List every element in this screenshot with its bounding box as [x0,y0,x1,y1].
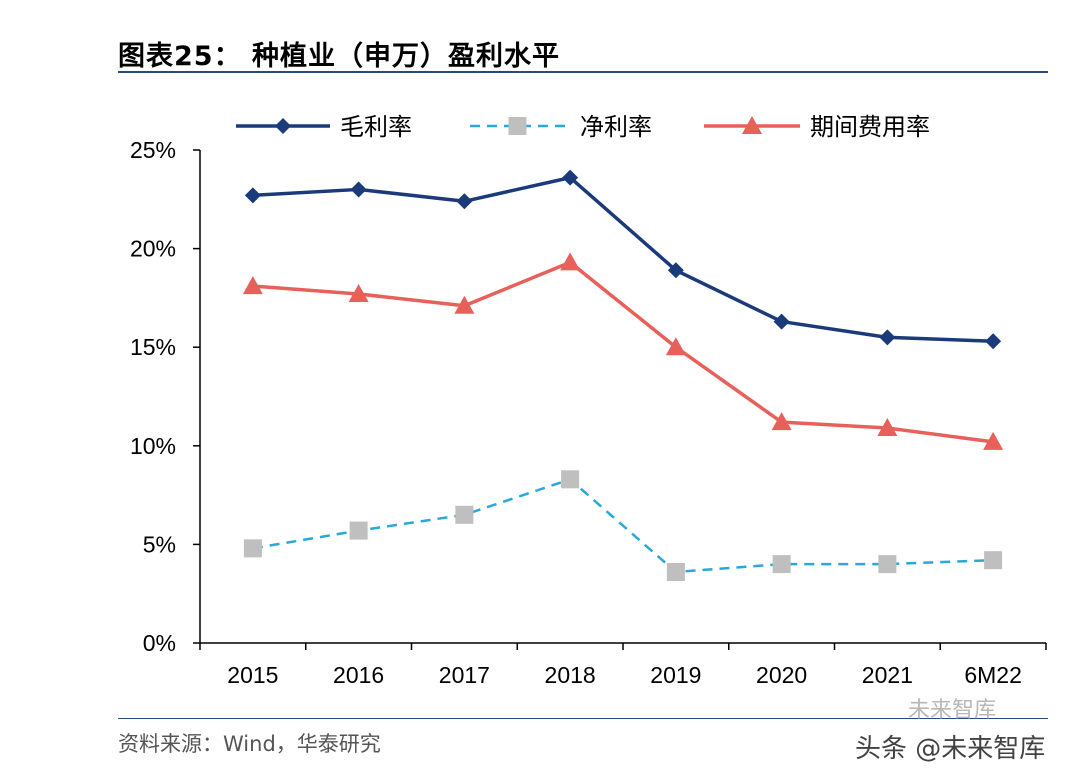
data-point-3 [242,276,263,295]
y-tick-label: 5% [143,531,176,557]
y-tick-label: 0% [143,630,176,656]
data-point-3 [983,431,1004,450]
chart-legend: 毛利率 净利率 期间费用率 [236,113,930,141]
series-line-3 [252,260,994,444]
legend-marker-2 [508,117,527,135]
x-tick-label: 2020 [756,662,807,688]
data-point-3 [771,412,792,431]
source-divider [118,718,1048,719]
data-point-1 [773,313,790,330]
data-point-2 [772,555,791,574]
data-point-2 [243,539,262,558]
data-point-1 [985,333,1002,350]
source-note: 资料来源：Wind，华泰研究 [118,732,381,756]
series-markers [242,169,1004,582]
chart-axes: 0% 5% 10% 15% 20% 25% 2015 2016 2017 2018 2019 2020… [130,137,1047,688]
data-point-2 [349,521,368,540]
x-tick-label: 2018 [545,662,596,688]
y-tick-label: 20% [130,236,176,262]
data-point-2 [666,563,685,582]
data-point-2 [984,551,1003,570]
data-point-1 [244,187,261,204]
data-point-3 [877,418,898,437]
x-tick-label: 2019 [650,662,701,688]
legend-label-3: 期间费用率 [810,113,930,141]
legend-marker-1 [275,118,291,134]
data-point-3 [665,337,686,356]
data-point-3 [560,252,581,271]
data-point-3 [348,283,369,302]
title-divider [118,71,1048,73]
data-point-1 [667,262,684,279]
y-tick-label: 15% [130,334,176,360]
data-point-3 [454,295,475,314]
data-point-1 [350,181,367,198]
x-tick-label: 2017 [439,662,490,688]
y-tick-label: 10% [130,433,176,459]
x-tick-label: 2015 [227,662,278,688]
x-tick-label: 2021 [862,662,913,688]
data-point-2 [561,470,580,489]
legend-label-1: 毛利率 [340,113,412,141]
series-line-1 [252,175,994,344]
data-point-2 [455,505,474,524]
watermark-logo: 未来智库 [908,698,997,723]
series-line-2 [252,478,994,574]
data-point-2 [878,555,897,574]
data-point-1 [879,329,896,346]
figure-title: 图表25： 种植业（申万）盈利水平 [118,41,560,72]
y-tick-label: 25% [130,137,176,163]
x-tick-label: 6M22 [964,662,1022,688]
legend-marker-3 [742,116,762,134]
legend-label-2: 净利率 [580,113,652,141]
data-point-1 [562,169,579,186]
series-lines [252,175,994,574]
watermark-text: 头条 @未来智库 [855,734,1046,764]
data-point-1 [456,193,473,210]
x-tick-label: 2016 [333,662,384,688]
